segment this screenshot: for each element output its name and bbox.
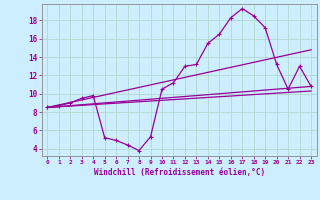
X-axis label: Windchill (Refroidissement éolien,°C): Windchill (Refroidissement éolien,°C): [94, 168, 265, 177]
